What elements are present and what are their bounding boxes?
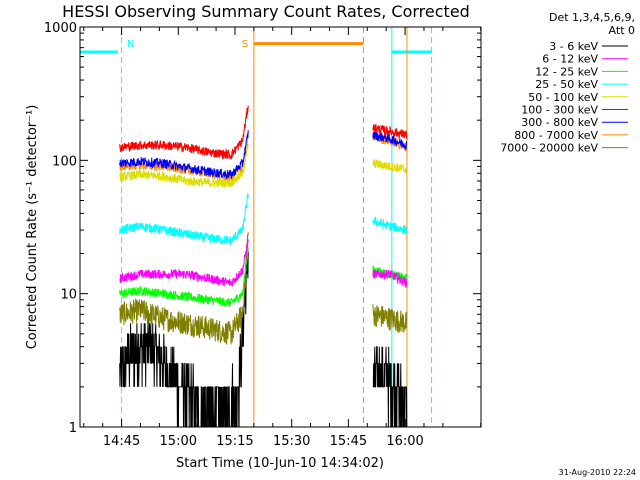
plot-frame bbox=[79, 26, 482, 428]
x-tick-label: 15:00 bbox=[160, 434, 197, 449]
legend-title-line1: Det 1,3,4,5,6,9, bbox=[549, 11, 635, 24]
series-line-100-300-kev bbox=[119, 105, 249, 161]
y-tick-label: 1000 bbox=[44, 21, 77, 36]
series-line-300-800-kev bbox=[119, 130, 249, 180]
series-line-6-12-kev bbox=[372, 269, 408, 289]
legend-label: 12 - 25 keV bbox=[535, 65, 598, 78]
y-axis-label: Corrected Count Rate (s⁻¹ detector⁻¹) bbox=[25, 105, 40, 350]
series-line-3-6-kev bbox=[119, 247, 249, 428]
x-tick-label: 16:00 bbox=[386, 434, 423, 449]
legend-label: 25 - 50 keV bbox=[535, 78, 598, 91]
flag-label-night: N bbox=[127, 39, 134, 50]
series-line-7000-20000-kev bbox=[119, 232, 249, 345]
y-tick-label: 10 bbox=[60, 288, 77, 303]
series-line-800-7000-kev bbox=[119, 132, 249, 181]
series-line-50-100-kev bbox=[119, 143, 249, 188]
series-layer bbox=[119, 105, 408, 428]
x-tick-label: 15:45 bbox=[330, 434, 367, 449]
chart-title: HESSI Observing Summary Count Rates, Cor… bbox=[62, 2, 470, 21]
series-line-25-50-kev bbox=[372, 216, 408, 235]
legend-label: 800 - 7000 keV bbox=[514, 129, 598, 142]
legend-label: 300 - 800 keV bbox=[521, 116, 598, 129]
series-line-6-12-kev bbox=[119, 238, 249, 287]
series-line-50-100-kev bbox=[372, 158, 408, 174]
legend-label: 7000 - 20000 keV bbox=[500, 142, 598, 155]
axis-layer: 14:45 15:00 15:15 15:30 15:45 16:00 1 10 100 1000 bbox=[44, 21, 482, 449]
y-tick-label: 100 bbox=[52, 154, 77, 169]
x-tick-label: 15:30 bbox=[273, 434, 310, 449]
series-line-3-6-kev bbox=[372, 346, 408, 428]
flag-label-saa: S bbox=[242, 39, 248, 50]
y-tick-label: 1 bbox=[69, 421, 77, 436]
x-tick-label: 15:15 bbox=[216, 434, 253, 449]
series-line-12-25-kev bbox=[119, 247, 249, 307]
legend-label: 3 - 6 keV bbox=[549, 40, 598, 53]
series-line-25-50-kev bbox=[119, 193, 249, 246]
x-tick-label: 14:45 bbox=[103, 434, 140, 449]
legend-label: 6 - 12 keV bbox=[542, 53, 598, 66]
x-axis-label: Start Time (10-Jun-10 14:34:02) bbox=[176, 456, 384, 471]
footer-date: 31-Aug-2010 22:24 bbox=[559, 468, 636, 477]
series-line-100-300-kev bbox=[372, 123, 408, 139]
legend-label: 100 - 300 keV bbox=[521, 104, 598, 117]
legend-title-line2: Att 0 bbox=[609, 24, 635, 37]
series-line-300-800-kev bbox=[372, 131, 408, 150]
legend-label: 50 - 100 keV bbox=[528, 91, 598, 104]
series-line-7000-20000-kev bbox=[372, 304, 408, 333]
